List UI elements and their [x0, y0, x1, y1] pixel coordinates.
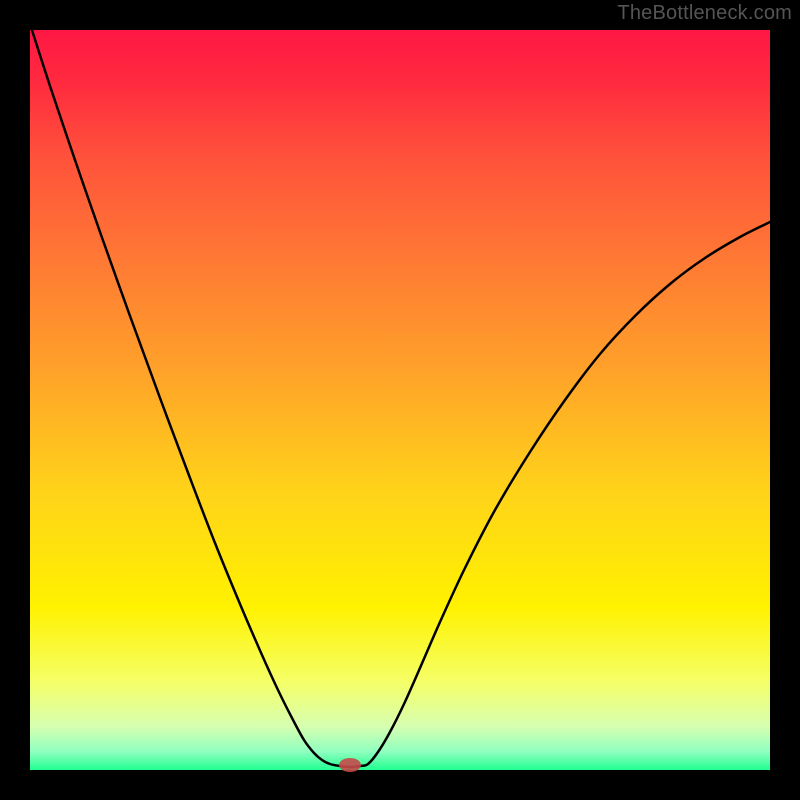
bottleneck-chart — [0, 0, 800, 800]
optimum-marker — [339, 758, 361, 772]
watermark-label: TheBottleneck.com — [617, 2, 792, 25]
gradient-plot-area — [30, 30, 770, 770]
